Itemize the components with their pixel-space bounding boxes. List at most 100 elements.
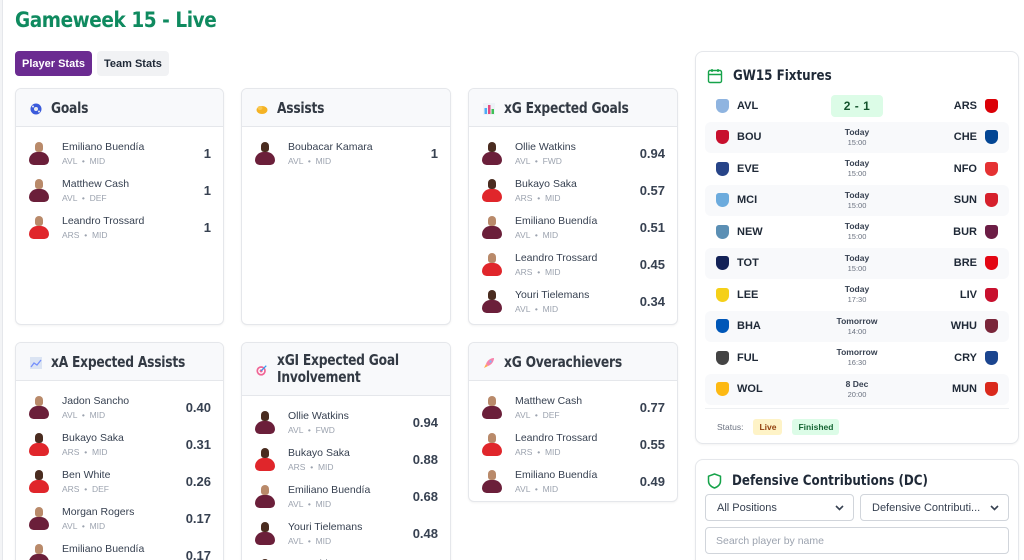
separator-dot: • [532,229,541,240]
fixture-day: Tomorrow [836,315,878,326]
player-row[interactable]: Bukayo Saka ARS • MID 0.88 [254,441,438,478]
home-team: MCI [716,193,796,208]
shield-icon [707,473,722,489]
fixture-row[interactable]: AVL 2 - 1 ARS [705,90,1009,122]
player-row[interactable]: Bukayo Saka ARS • MID 0.57 [481,172,665,209]
away-team: LIV [918,287,998,302]
home-team: FUL [716,350,796,365]
position-select[interactable]: All Positions [705,494,854,521]
player-row[interactable]: Leandro Trossard ARS • MID 0.45 [481,246,665,283]
stat-select[interactable]: Defensive Contributi... [860,494,1009,521]
fixture-row[interactable]: LEE Today 17:30 LIV [705,279,1009,311]
player-row[interactable]: Emiliano Buendía AVL • MID 0.68 [254,478,438,515]
player-row[interactable]: Emiliano Buendía AVL • MID 0.51 [481,209,665,246]
fixture-center: 8 Dec 20:00 [796,379,918,400]
fixture-center: Today 15:00 [796,127,918,148]
xa-player-list: Jadon Sancho AVL • MID 0.40 Bukayo Saka [16,381,223,560]
player-team: AVL [62,192,78,203]
goals-title: Goals [51,98,89,117]
fixture-time: 15:00 [847,263,867,273]
player-row[interactable]: Ben White ARS • DEF 0.26 [28,463,211,500]
fixture-center: Tomorrow 16:30 [796,347,918,368]
assists-card: Assists Boubacar Kamara AVL • MID 1 [241,88,451,325]
home-team-code: NEW [737,225,763,238]
fixture-row[interactable]: MCI Today 15:00 SUN [705,184,1009,216]
fixture-row[interactable]: TOT Today 15:00 BRE [705,247,1009,279]
player-name: Youri Tielemans [515,288,590,301]
player-team: AVL [288,424,304,435]
player-meta: ARS • MID [515,266,640,278]
player-search-input[interactable] [716,534,998,547]
player-stat-value: 0.49 [639,474,665,489]
player-avatar [481,178,503,204]
player-meta: ARS • MID [62,446,186,458]
player-row[interactable]: Matthew Cash AVL • DEF 1 [28,172,211,209]
player-row[interactable]: Morgan Rogers AVL • MID 0.17 [28,500,211,537]
player-row[interactable]: Leandro Trossard ARS • MID 0.55 [481,426,665,463]
player-meta: ARS • MID [515,446,640,458]
player-name: Emiliano Buendía [62,140,145,153]
player-name: Leandro Trossard [515,251,598,264]
player-stat-value: 0.68 [412,489,438,504]
player-stat-value: 0.26 [185,474,211,489]
fixture-time: 16:30 [847,358,867,368]
player-row[interactable]: Boubacar Kamara AVL • MID 1 [254,135,438,172]
player-row[interactable]: Emiliano Buendía AVL • MID 0.17 [28,537,211,560]
away-team: SUN [918,193,998,208]
player-team: AVL [515,483,531,494]
player-row[interactable]: Ben White ARS • DEF [254,552,438,560]
away-crest-icon [985,256,998,271]
home-team: LEE [716,287,796,302]
player-row[interactable]: Jadon Sancho AVL • MID 0.40 [28,389,211,426]
stats-tabs: Player Stats Team Stats [15,51,169,76]
player-row[interactable]: Bukayo Saka ARS • MID 0.31 [28,426,211,463]
fixture-row[interactable]: NEW Today 15:00 BUR [705,216,1009,248]
handshake-icon [256,102,268,114]
xg-player-list: Ollie Watkins AVL • FWD 0.94 Bukayo Saka [469,127,677,320]
defensive-title: Defensive Contributions (DC) [732,473,928,489]
fixture-row[interactable]: BHA Tomorrow 14:00 WHU [705,310,1009,342]
home-crest-icon [716,130,729,145]
player-row[interactable]: Youri Tielemans AVL • MID 0.48 [254,515,438,552]
player-row[interactable]: Emiliano Buendía AVL • MID 0.49 [481,463,665,500]
player-meta: AVL • MID [515,229,640,241]
calendar-icon [707,69,723,84]
player-row[interactable]: Leandro Trossard ARS • MID 1 [28,209,211,246]
player-meta: AVL • MID [62,520,186,532]
player-row[interactable]: Youri Tielemans AVL • MID 0.34 [481,283,665,320]
separator-dot: • [81,483,90,494]
player-name: Bukayo Saka [62,431,124,444]
fixture-day: Today [844,126,870,137]
player-position: MID [89,155,106,166]
player-row[interactable]: Ollie Watkins AVL • FWD 0.94 [254,404,438,441]
player-avatar [481,395,503,421]
player-name: Morgan Rogers [62,505,135,518]
player-position: MID [90,558,106,560]
away-team: ARS [918,98,998,113]
player-stat-value: 0.88 [412,452,438,467]
fixture-row[interactable]: WOL 8 Dec 20:00 MUN [705,373,1009,405]
fixture-row[interactable]: EVE Today 15:00 NFO [705,153,1009,185]
fixture-row[interactable]: BOU Today 15:00 CHE [705,121,1009,153]
away-crest-icon [985,224,998,239]
player-stat-value: 1 [203,183,211,198]
tab-player-stats[interactable]: Player Stats [15,51,92,76]
fixture-day: Today [844,284,870,295]
xg-card: xG Expected Goals Ollie Watkins AVL • FW… [468,88,678,325]
player-avatar [481,432,503,458]
player-stat-value: 0.94 [639,146,665,161]
separator-dot: • [532,303,541,314]
fixture-time: 14:00 [847,326,867,336]
separator-dot: • [79,520,88,531]
fixture-row[interactable]: FUL Tomorrow 16:30 CRY [705,342,1009,374]
fixture-center: Today 15:00 [796,190,918,211]
player-avatar [254,521,276,547]
player-row[interactable]: Emiliano Buendía AVL • MID 1 [28,135,211,172]
tab-team-stats[interactable]: Team Stats [96,51,169,76]
player-stat-value: 1 [203,146,211,161]
player-row[interactable]: Ollie Watkins AVL • FWD 0.94 [481,135,665,172]
away-team: WHU [918,319,998,334]
player-avatar [28,469,50,495]
player-row[interactable]: Matthew Cash AVL • DEF 0.77 [481,389,665,426]
home-team: EVE [716,161,796,176]
